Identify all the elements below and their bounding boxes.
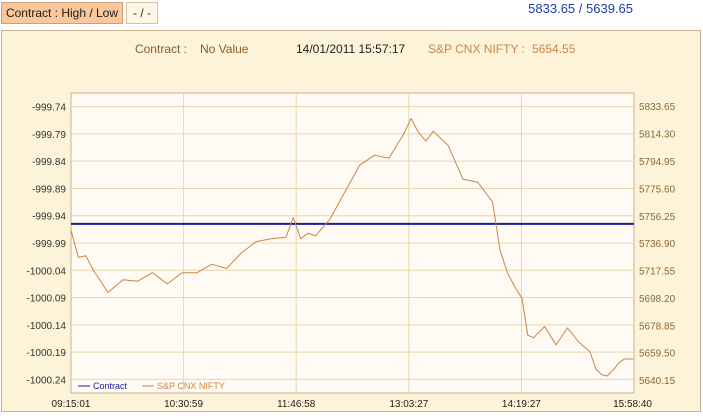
y-right-tick-label: 5794.95: [639, 157, 676, 168]
y-left-tick-label: -999.84: [32, 157, 66, 168]
y-right-tick-label: 5775.60: [639, 184, 676, 195]
y-right-tick-label: 5698.20: [639, 294, 676, 305]
index-value: 5654.55: [532, 42, 576, 56]
y-left-tick-label: -1000.04: [27, 266, 67, 277]
high-low-label: Contract : High / Low: [1, 2, 123, 24]
y-left-tick-label: -1000.19: [27, 348, 67, 359]
range-text: 5833.65 / 5639.65: [528, 1, 633, 16]
y-left-tick-label: -1000.14: [27, 321, 67, 332]
y-right-tick-label: 5640.15: [639, 376, 676, 387]
y-right-tick-label: 5659.50: [639, 349, 676, 360]
index-series-line: [70, 118, 634, 377]
y-left-tick-label: -999.94: [32, 212, 66, 223]
legend-contract-label: Contract: [93, 381, 128, 391]
chart-svg: Contract : No Value 14/01/2011 15:57:17 …: [27, 42, 676, 410]
y-left-tick-label: -1000.09: [27, 294, 67, 305]
x-tick-label: 14:19:27: [502, 399, 541, 410]
x-tick-label: 15:58:40: [613, 399, 652, 410]
legend-index-label: S&P CNX NIFTY: [157, 381, 225, 391]
y-left-tick-label: -999.99: [32, 239, 66, 250]
y-right-tick-label: 5717.55: [639, 267, 676, 278]
high-low-value: - / -: [126, 2, 158, 24]
x-axis: 09:15:01 10:30:59 11:46:58 13:03:27 14:19:27…: [52, 399, 653, 410]
legend: Contract S&P CNX NIFTY: [78, 381, 225, 391]
y-right-tick-label: 5736.90: [639, 239, 676, 250]
y-left-tick-label: -1000.24: [27, 375, 67, 386]
y-left-tick-label: -999.74: [32, 103, 66, 114]
y-right-tick-label: 5678.85: [639, 321, 676, 332]
y-left-tick-label: -999.79: [32, 130, 66, 141]
contract-value: No Value: [200, 42, 249, 56]
y-left-tick-label: -999.89: [32, 184, 66, 195]
datetime: 14/01/2011 15:57:17: [296, 42, 406, 56]
grid: [71, 93, 634, 393]
chart-panel: Contract : No Value 14/01/2011 15:57:17 …: [1, 30, 701, 412]
x-tick-label: 11:46:58: [277, 399, 316, 410]
index-label: S&P CNX NIFTY :: [428, 42, 525, 56]
right-axis: 5833.65 5814.30 5794.95 5775.60 5756.25 5736.…: [639, 102, 676, 387]
contract-label: Contract :: [135, 42, 187, 56]
x-tick-label: 13:03:27: [389, 399, 428, 410]
series-layer: [70, 118, 634, 377]
x-tick-label: 10:30:59: [164, 399, 203, 410]
y-right-tick-label: 5814.30: [639, 130, 676, 141]
y-right-tick-label: 5756.25: [639, 212, 676, 223]
y-right-tick-label: 5833.65: [639, 102, 676, 113]
x-tick-label: 09:15:01: [52, 399, 91, 410]
left-axis: -999.74 -999.79 -999.84 -999.89 -999.94 -999.…: [27, 103, 67, 387]
